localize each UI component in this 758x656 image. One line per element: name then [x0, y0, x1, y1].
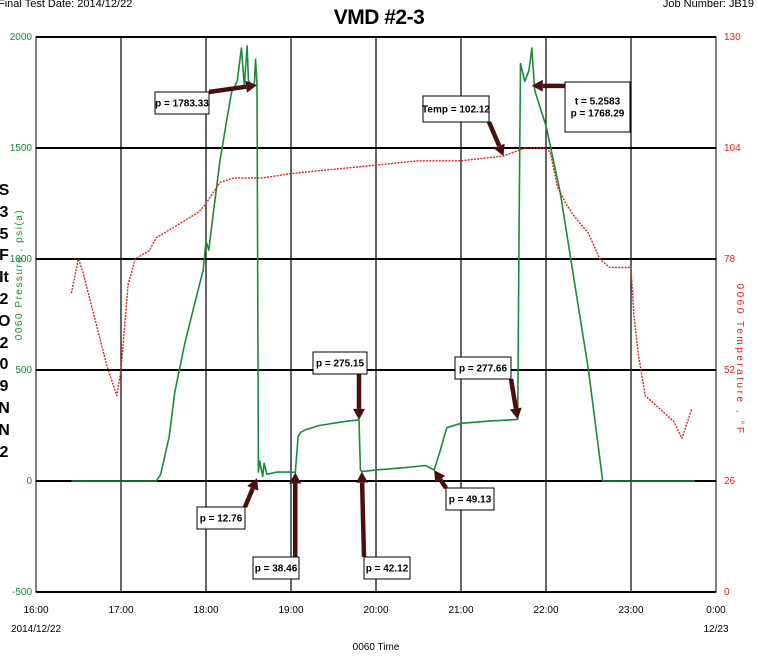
y-left-tick-label: 2000: [10, 32, 33, 43]
annotation-box: [363, 556, 411, 580]
annotations: p = 1783.33 p = 12.76 p = 38.46 p = 275.15 p…: [154, 79, 631, 580]
x-date-label: 2014/12/22: [11, 624, 61, 635]
x-axis-title: 0060 Time: [353, 642, 400, 653]
annotation-arrow-head: [247, 478, 259, 491]
annotation-arrow-head: [353, 408, 365, 420]
x-tick-label: 21:00: [448, 605, 473, 616]
x-tick-label: 19:00: [278, 605, 303, 616]
side-label: S35FIt2O209NN2: [0, 182, 11, 461]
annotation-arrow-shaft: [242, 487, 255, 508]
annotation-arrow-shaft: [508, 378, 519, 409]
annotation-box: [196, 506, 246, 530]
annotation-box: [154, 91, 210, 115]
annotation-label: p = 49.13: [449, 495, 492, 506]
pressure-series-line: [71, 45, 695, 482]
annotation-label: p = 275.15: [316, 359, 365, 370]
y-left-axis-title: 0060 Pressure , psi(a): [14, 209, 25, 340]
annotation-arrow-head: [510, 407, 522, 420]
y-right-tick-label: 26: [724, 476, 736, 487]
annotation-box: [445, 487, 495, 511]
x-date-label: 12/23: [703, 624, 728, 635]
job-number: Job Number: JB19: [662, 0, 754, 10]
annotation-label: p = 1783.33: [155, 99, 209, 110]
y-left-tick-label: 1500: [10, 143, 33, 154]
annotation-box: [564, 81, 631, 133]
annotation-arrow-shaft: [486, 121, 502, 147]
annotation-arrow-shaft: [438, 478, 448, 490]
annotation-box: [422, 95, 490, 123]
annotation-arrow-head: [434, 470, 446, 483]
annotation-box: [252, 556, 300, 580]
annotation-arrow-head: [493, 143, 505, 156]
annotation-arrow-shaft: [208, 84, 247, 95]
annotation-label: p = 38.46: [255, 564, 298, 575]
y-right-tick-label: 104: [724, 143, 741, 154]
x-tick-label: 22:00: [533, 605, 558, 616]
annotation-arrow-head: [531, 79, 543, 92]
axes: [35, 36, 717, 593]
annotation-box: [454, 356, 512, 380]
tick-labels: 2000 1500 1000 500 0 -500 130 104 78 52 26 0 16:00 17…: [10, 32, 745, 653]
x-tick-label: 17:00: [108, 605, 133, 616]
annotation-label: p = 1768.29: [571, 109, 625, 120]
annotation-label: p = 12.76: [200, 514, 243, 525]
y-left-tick-label: -500: [12, 587, 32, 598]
temperature-series-line: [70, 147, 693, 439]
y-right-tick-label: 52: [724, 365, 736, 376]
y-right-tick-label: 0: [724, 587, 730, 598]
x-tick-label: 16:00: [23, 605, 48, 616]
annotation-label: Temp = 102.12: [422, 105, 490, 116]
annotation-box: [312, 351, 368, 375]
y-right-tick-label: 78: [724, 254, 736, 265]
x-tick-label: 20:00: [363, 605, 388, 616]
annotation-arrow-head: [356, 471, 369, 483]
annotation-label: t = 5.2583: [575, 97, 621, 108]
annotation-arrow-head: [245, 80, 257, 93]
annotation-label: p = 277.66: [459, 364, 508, 375]
y-left-tick-label: 0: [26, 476, 32, 487]
y-left-tick-label: 1000: [10, 254, 33, 265]
plot-frame: [35, 36, 717, 593]
chart-title: VMD #2-3: [333, 6, 425, 29]
x-tick-label: 23:00: [618, 605, 643, 616]
annotation-arrow-shaft: [359, 482, 367, 558]
y-left-tick-label: 500: [15, 365, 32, 376]
final-test-date: Final Test Date: 2014/12/22: [0, 0, 133, 10]
y-right-tick-label: 130: [724, 32, 741, 43]
x-tick-label: 0:00: [706, 605, 726, 616]
y-right-axis-title: 0060 Temperature , °F: [734, 284, 745, 436]
annotation-label: p = 42.12: [366, 564, 409, 575]
x-tick-label: 18:00: [193, 605, 218, 616]
annotation-arrow-head: [289, 472, 302, 484]
series: [70, 45, 695, 482]
